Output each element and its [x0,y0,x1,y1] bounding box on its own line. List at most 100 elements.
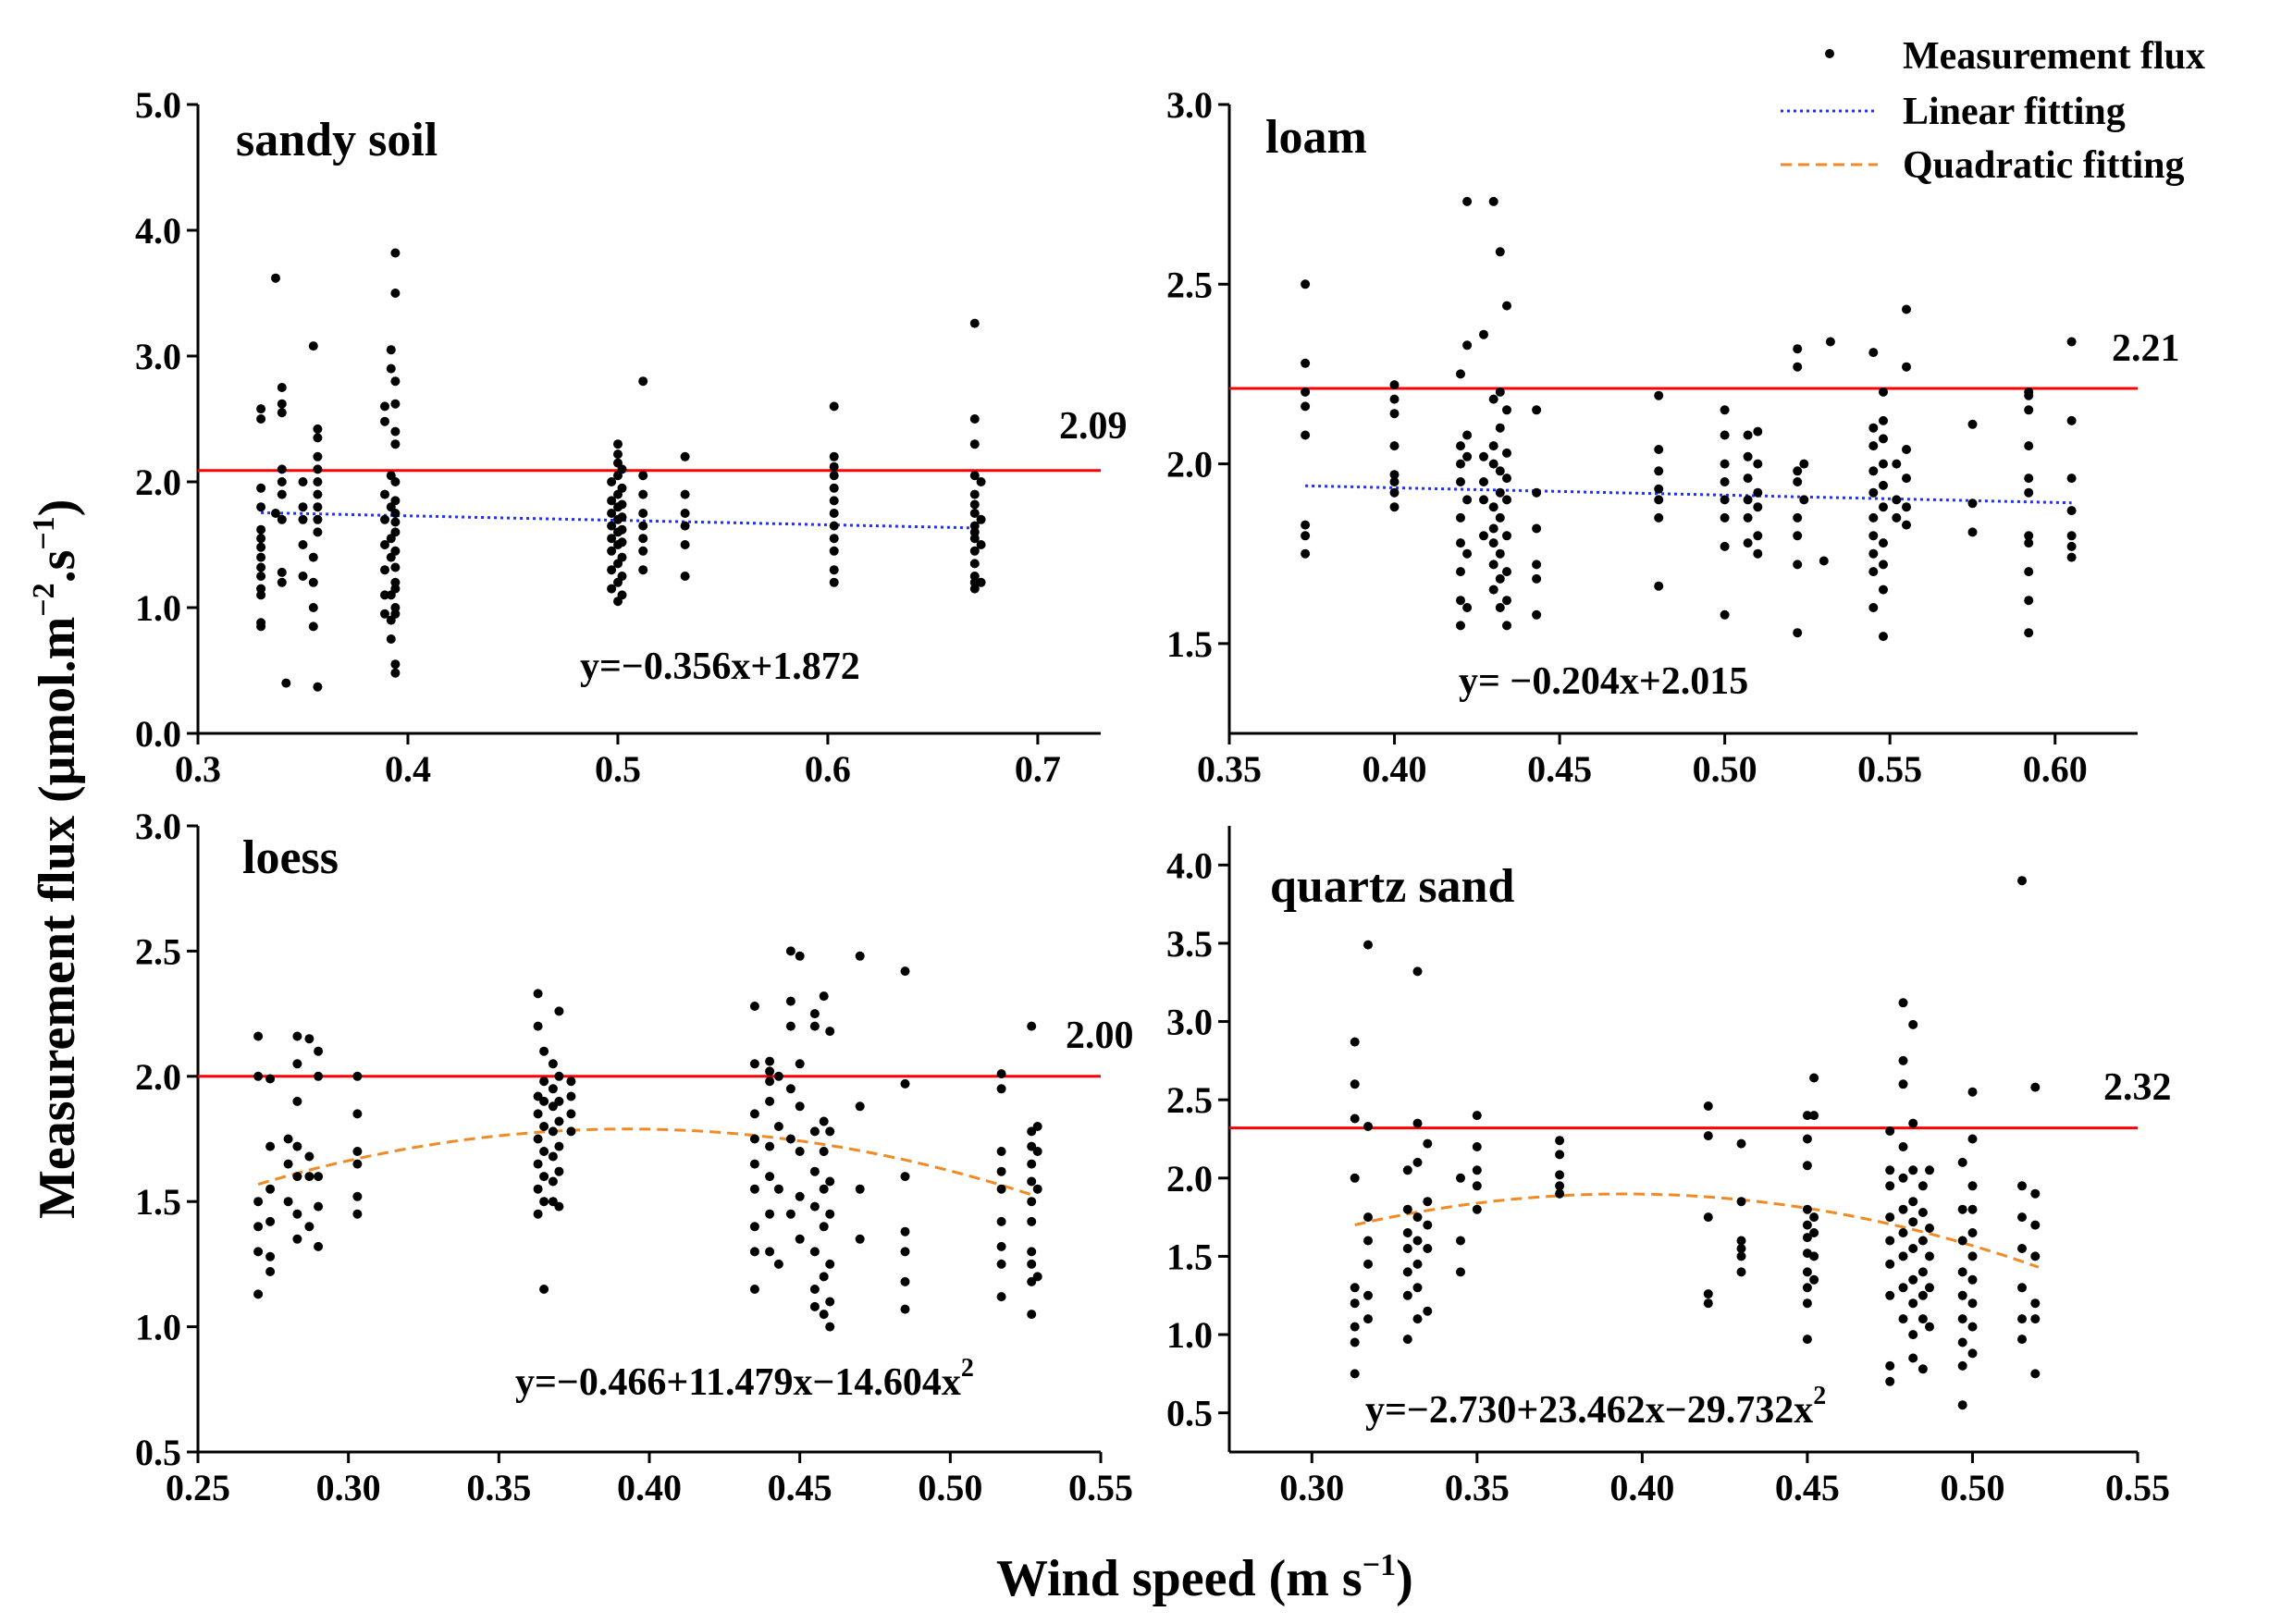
data-point [1462,340,1473,351]
data-point [283,1134,293,1144]
data-point [1502,448,1511,458]
data-point [2030,1082,2041,1092]
data-point [1885,1259,1895,1269]
data-point [749,1285,759,1294]
data-point [996,1084,1006,1094]
data-point [1918,1314,1928,1324]
data-point [2017,1181,2027,1191]
data-point [265,1184,276,1194]
data-point [1456,369,1465,379]
data-point [1502,531,1511,541]
data-point [292,1172,302,1182]
data-point [2066,552,2077,562]
data-point [607,509,617,518]
data-point [1532,405,1542,415]
data-point [1908,1118,1918,1128]
data-point [386,634,396,644]
data-point [819,1116,829,1126]
data-point [256,524,266,535]
data-point [308,621,318,632]
data-point [1301,548,1311,559]
data-point [1720,495,1730,505]
data-point [1902,474,1911,484]
data-point [1885,1290,1895,1300]
data-point [2024,596,2034,606]
data-point [900,1247,910,1257]
data-point [613,439,623,449]
data-point [1456,1236,1465,1246]
data-point [1488,196,1498,206]
data-point [1301,430,1311,440]
data-point [2030,1251,2041,1261]
data-point [1488,502,1498,512]
data-point [1918,1267,1928,1277]
data-point [2030,1220,2041,1230]
data-point [1389,409,1400,419]
data-point [829,496,839,506]
data-point [277,464,287,474]
data-point [253,1071,264,1081]
data-point [265,1216,276,1226]
x-tick-label: 0.45 [1775,1467,1840,1508]
data-point [313,433,323,443]
data-point [819,1184,829,1194]
x-tick-label: 0.5 [595,748,641,790]
data-point [829,534,839,544]
data-point [313,527,323,537]
data-point [819,1147,829,1156]
data-point [548,1126,558,1137]
data-point [314,1201,324,1212]
y-axis-title: Measurement flux (μmol.m−2.s−1) [27,499,86,1219]
data-point [1363,1212,1373,1223]
data-point [785,996,795,1006]
y-tick-label: 0.0 [135,713,181,755]
data-point [749,1134,759,1144]
panel-title: loess [242,831,339,884]
data-point [680,451,690,461]
data-point [855,1234,865,1244]
data-point [1720,609,1730,620]
data-point [1350,1283,1360,1293]
data-point [554,1141,564,1151]
data-point [1389,441,1400,451]
data-point [617,537,627,547]
data-point [969,489,980,499]
data-point [795,1059,805,1069]
data-point [1488,441,1498,451]
data-point [1736,1251,1746,1261]
data-point [1879,584,1888,595]
data-point [1793,512,1803,523]
data-point [2024,474,2034,484]
data-point [539,1285,549,1294]
data-point [390,376,401,387]
data-point [1908,1298,1918,1309]
data-point [1809,1274,1819,1285]
fit-equation: y= −0.204x+2.015 [1459,660,1748,703]
data-point [308,341,318,351]
data-point [390,546,401,556]
data-point [1885,1212,1895,1223]
panel-loess: 0.25 0.30 0.35 0.40 0.45 0.50 0.55 0.5 1.0 1.5 2.0… [135,806,1134,1508]
data-point [265,1267,276,1276]
data-point [380,609,389,619]
data-point [1967,498,1978,509]
data-point [1898,1173,1908,1183]
data-point [265,1141,276,1151]
data-point [1802,1134,1812,1144]
data-point [900,1172,910,1182]
data-point [1456,621,1465,631]
panel-title: loam [1265,111,1367,164]
data-point [304,1034,314,1044]
data-point [1027,1310,1037,1320]
data-point [819,991,829,1002]
data-point [1879,632,1888,642]
data-point [352,1191,363,1201]
x-tick-label: 0.55 [1068,1467,1133,1508]
data-point [283,1197,293,1207]
data-point [1502,474,1511,484]
data-point [1898,1251,1908,1261]
data-point [1423,1197,1433,1207]
panel-loess-ticks: 0.25 0.30 0.35 0.40 0.45 0.50 0.55 0.5 1.0 1.5 2.0… [135,806,1133,1508]
data-point [1350,1298,1360,1309]
data-point [380,565,389,575]
